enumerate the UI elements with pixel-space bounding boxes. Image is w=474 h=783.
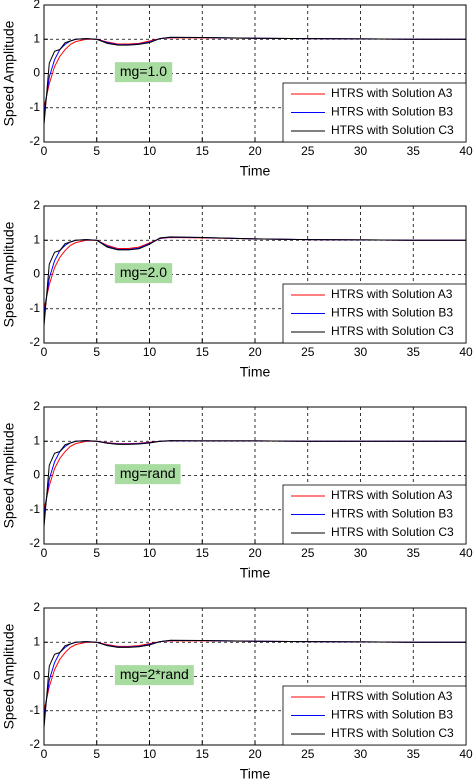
y-tick-label: 2: [33, 600, 40, 614]
x-tick-label: 20: [248, 345, 262, 359]
x-tick-label: 35: [407, 144, 421, 158]
y-axis-label: Speed Amplitude: [1, 20, 17, 126]
y-axis-label: Speed Amplitude: [1, 422, 17, 528]
x-tick-label: 30: [354, 546, 368, 560]
x-tick-label: 35: [407, 546, 421, 560]
y-tick-label: -1: [29, 301, 40, 315]
x-tick-label: 25: [301, 546, 315, 560]
legend-label: HTRS with Solution C3: [331, 726, 454, 740]
x-tick-label: 40: [459, 345, 473, 359]
x-tick-label: 30: [354, 747, 368, 761]
y-tick-label: -2: [29, 335, 40, 349]
x-tick-label: 10: [143, 546, 157, 560]
y-tick-label: 1: [33, 433, 40, 447]
series-line: [43, 236, 466, 326]
plot-frame: [43, 607, 467, 746]
plot-frame: [43, 4, 467, 143]
x-tick-label: 0: [41, 546, 48, 560]
legend-label: HTRS with Solution C3: [331, 324, 454, 338]
annotation: mg=rand: [120, 465, 176, 481]
x-tick-label: 0: [41, 747, 48, 761]
plot-frame: [43, 406, 467, 545]
annotation: mg=2.0: [120, 264, 167, 280]
y-tick-label: 2: [33, 399, 40, 413]
panel: 0 5 10 15 20 25 30 35 40 -2 -1 0 1 2 Time Speed Amplitu…: [1, 399, 473, 581]
y-tick-label: 2: [33, 0, 40, 11]
x-tick-label: 0: [41, 345, 48, 359]
x-tick-label: 10: [143, 747, 157, 761]
series-line: [43, 639, 466, 728]
x-tick-label: 5: [93, 345, 100, 359]
annotation-box: [114, 464, 181, 485]
y-tick-label: 1: [33, 232, 40, 246]
y-tick-label: -1: [29, 100, 40, 114]
legend-label: HTRS with Solution A3: [331, 488, 453, 502]
x-axis-label: Time: [240, 163, 271, 179]
legend-label: HTRS with Solution C3: [331, 123, 454, 137]
x-tick-label: 35: [407, 747, 421, 761]
x-tick-label: 15: [196, 747, 210, 761]
legend-label: HTRS with Solution C3: [331, 525, 454, 539]
x-tick-label: 15: [196, 345, 210, 359]
legend-label: HTRS with Solution B3: [331, 105, 453, 119]
x-tick-label: 40: [459, 546, 473, 560]
annotation: mg=1.0: [120, 63, 167, 79]
x-tick-label: 20: [248, 546, 262, 560]
x-axis-label: Time: [240, 364, 271, 380]
legend-label: HTRS with Solution B3: [331, 507, 453, 521]
x-tick-label: 30: [354, 144, 368, 158]
x-axis-label: Time: [240, 766, 271, 782]
panel: 0 5 10 15 20 25 30 35 40 -2 -1 0 1 2 Time Speed Amplitu…: [1, 0, 473, 179]
plot-frame: [43, 205, 467, 344]
x-tick-label: 40: [459, 144, 473, 158]
x-axis-label: Time: [240, 565, 271, 581]
x-tick-label: 15: [196, 144, 210, 158]
x-tick-label: 10: [143, 144, 157, 158]
x-tick-label: 15: [196, 546, 210, 560]
x-tick-label: 30: [354, 345, 368, 359]
x-tick-label: 25: [301, 144, 315, 158]
y-tick-label: -2: [29, 134, 40, 148]
y-tick-label: -1: [29, 703, 40, 717]
y-tick-label: 0: [33, 468, 40, 482]
panel: 0 5 10 15 20 25 30 35 40 -2 -1 0 1 2 Time Speed Amplitu…: [1, 198, 473, 380]
x-tick-label: 35: [407, 345, 421, 359]
y-tick-label: -1: [29, 502, 40, 516]
y-tick-label: 1: [33, 634, 40, 648]
x-tick-label: 5: [93, 747, 100, 761]
legend-label: HTRS with Solution A3: [331, 86, 453, 100]
y-tick-label: 2: [33, 198, 40, 212]
legend-label: HTRS with Solution A3: [331, 689, 453, 703]
y-tick-label: 0: [33, 669, 40, 683]
x-tick-label: 40: [459, 747, 473, 761]
y-axis-label: Speed Amplitude: [1, 221, 17, 327]
x-tick-label: 10: [143, 345, 157, 359]
panel: 0 5 10 15 20 25 30 35 40 -2 -1 0 1 2 Time Speed Amplitu…: [1, 600, 473, 782]
legend-label: HTRS with Solution B3: [331, 708, 453, 722]
y-tick-label: -2: [29, 536, 40, 550]
y-axis-label: Speed Amplitude: [1, 623, 17, 729]
y-tick-label: -2: [29, 737, 40, 751]
y-tick-label: 0: [33, 66, 40, 80]
x-tick-label: 25: [301, 747, 315, 761]
series-line: [43, 440, 466, 527]
legend-label: HTRS with Solution A3: [331, 287, 453, 301]
annotation-box: [114, 62, 173, 83]
x-tick-label: 5: [93, 144, 100, 158]
x-tick-label: 20: [248, 747, 262, 761]
annotation: mg=2*rand: [120, 666, 189, 682]
annotation-box: [114, 263, 173, 284]
annotation-box: [114, 665, 194, 686]
x-tick-label: 5: [93, 546, 100, 560]
x-tick-label: 0: [41, 144, 48, 158]
x-tick-label: 20: [248, 144, 262, 158]
series-line: [43, 36, 466, 125]
legend-label: HTRS with Solution B3: [331, 306, 453, 320]
y-tick-label: 0: [33, 267, 40, 281]
x-tick-label: 25: [301, 345, 315, 359]
y-tick-label: 1: [33, 31, 40, 45]
